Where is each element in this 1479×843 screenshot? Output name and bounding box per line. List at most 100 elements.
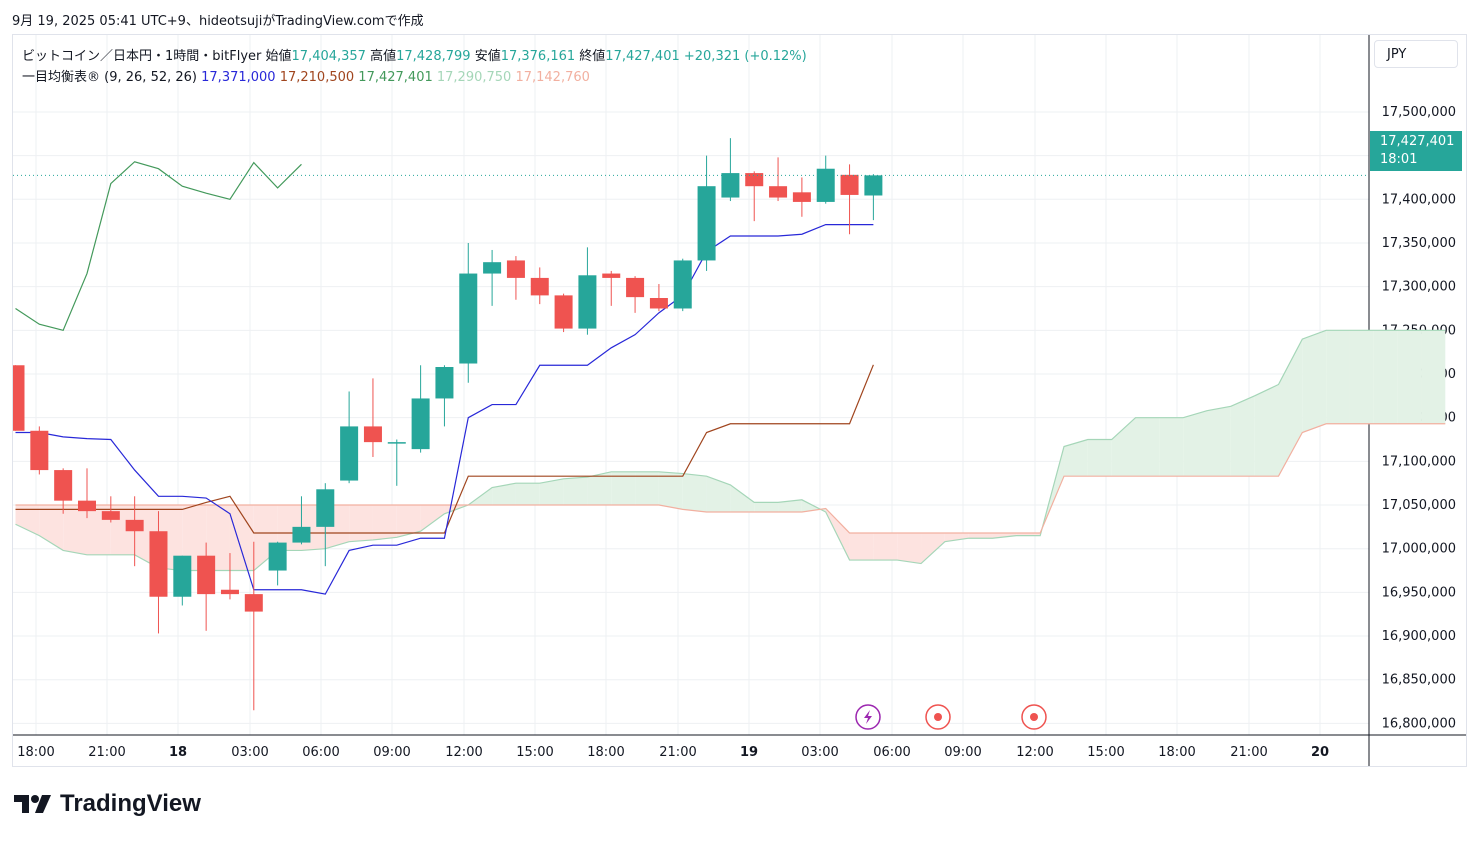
last-price-tag: 17,427,401 18:01 (1370, 131, 1462, 171)
candle-body (769, 186, 788, 198)
span-b-value: 17,142,760 (515, 70, 590, 85)
kijun-value: 17,210,500 (279, 70, 355, 85)
candle-body (244, 594, 263, 612)
candle-body (530, 277, 549, 296)
currency-button[interactable]: JPY (1374, 40, 1458, 68)
candle-body (506, 260, 525, 278)
cloud-segment (1087, 439, 1112, 477)
cloud-segment (539, 478, 564, 506)
y-tick-label: 17,100,000 (1382, 454, 1456, 469)
kijun-line (15, 364, 874, 534)
candle-body (363, 426, 382, 443)
cloud-segment (1373, 330, 1398, 424)
candle-body (792, 192, 811, 202)
cloud-segment (873, 532, 898, 561)
y-tick-label: 16,900,000 (1382, 629, 1456, 644)
candle-body (649, 298, 668, 309)
candle-body (173, 555, 192, 597)
cloud-segment (1135, 417, 1160, 477)
cloud-segment (63, 505, 87, 555)
change-value: +20,321 (+0.12%) (683, 49, 807, 64)
candle-body (30, 430, 49, 471)
y-tick-label: 17,350,000 (1382, 236, 1456, 251)
cloud-segment (15, 505, 40, 536)
cloud-segment (754, 502, 779, 513)
chikou-line (15, 161, 302, 332)
brand-name: TradingView (60, 790, 201, 817)
indicator-row: 一目均衡表® (9, 26, 52, 26) 17,371,000 17,210… (22, 67, 807, 88)
close-value: 17,427,401 (605, 49, 680, 64)
cloud-segment (1421, 330, 1446, 424)
cloud-segment (206, 505, 230, 571)
x-tick-label: 21:00 (1230, 745, 1267, 760)
candle-body (292, 526, 311, 543)
high-value: 17,428,799 (396, 49, 471, 64)
indicator-name[interactable]: 一目均衡表® (22, 70, 101, 85)
high-label: 高値 (370, 49, 397, 64)
record-dot (934, 713, 942, 721)
cloud-segment (492, 483, 516, 506)
open-label: 始値 (265, 49, 292, 64)
x-tick-label: 09:00 (373, 745, 410, 760)
chart-frame: 16,800,000 16,850,000 16,900,000 16,950,000… (12, 34, 1467, 767)
span-a-value: 17,290,750 (436, 70, 512, 85)
candle-body (220, 589, 239, 595)
candle-body (268, 542, 287, 571)
candle-body (745, 173, 764, 187)
low-value: 17,376,161 (500, 49, 576, 64)
cloud-segment (420, 505, 445, 532)
chart-legend: ビットコイン／日本円・1時間・bitFlyer 始値17,404,357 高値1… (22, 46, 807, 88)
candle-body (387, 442, 406, 444)
cloud-segment (1349, 330, 1374, 424)
candle-body (125, 519, 144, 532)
cloud-segment (968, 532, 993, 539)
candle-body (316, 489, 335, 527)
x-tick-label: 03:00 (231, 745, 268, 760)
price-chart[interactable]: 16,800,000 16,850,000 16,900,000 16,950,000… (13, 35, 1466, 766)
candle-body (626, 277, 645, 298)
cloud-segment (730, 484, 755, 513)
cloud-segment (921, 532, 945, 564)
x-tick-label: 12:00 (1016, 745, 1053, 760)
x-tick-label: 21:00 (88, 745, 125, 760)
x-tick-label: 18:00 (587, 745, 624, 760)
candle-body (459, 273, 478, 364)
cloud-segment (396, 505, 421, 538)
cloud-segment (1064, 439, 1088, 477)
symbol-label[interactable]: ビットコイン／日本円・1時間・bitFlyer (22, 49, 262, 64)
candle-body (197, 555, 216, 595)
cloud-segment (372, 505, 397, 540)
chikou-value: 17,427,401 (358, 70, 433, 85)
cloud-segment (587, 471, 612, 506)
x-tick-label: 18:00 (17, 745, 54, 760)
cloud-segment (349, 505, 373, 542)
tradingview-logo[interactable]: TradingView (14, 790, 201, 818)
candle-body (77, 500, 96, 512)
candle-body (864, 175, 883, 196)
cloud-segment (611, 471, 636, 506)
candle-body (673, 260, 692, 309)
y-tick-label: 17,500,000 (1382, 105, 1456, 120)
cloud-segment (1397, 330, 1422, 424)
cloud-segment (1207, 406, 1231, 477)
candle-body (840, 174, 859, 195)
candle-body (149, 531, 168, 597)
cloud-segment (1302, 330, 1327, 433)
cloud-segment (515, 483, 540, 506)
tenkan-line (15, 224, 874, 595)
x-tick-label: 18:00 (1158, 745, 1195, 760)
x-tick-label: 03:00 (801, 745, 838, 760)
low-label: 安値 (474, 49, 501, 64)
cloud-segment (1159, 417, 1184, 477)
senkou-span-b-line (15, 423, 1446, 534)
y-tick-label: 17,050,000 (1382, 498, 1456, 513)
candle-body (721, 173, 740, 198)
y-tick-label: 16,800,000 (1382, 716, 1456, 731)
candle-body (411, 398, 430, 450)
close-label: 終値 (579, 49, 606, 64)
cloud-segment (897, 532, 922, 564)
y-tick-label: 17,400,000 (1382, 192, 1456, 207)
cloud-segment (563, 477, 588, 506)
lightning-glyph (864, 710, 872, 724)
y-tick-label: 17,300,000 (1382, 280, 1456, 295)
